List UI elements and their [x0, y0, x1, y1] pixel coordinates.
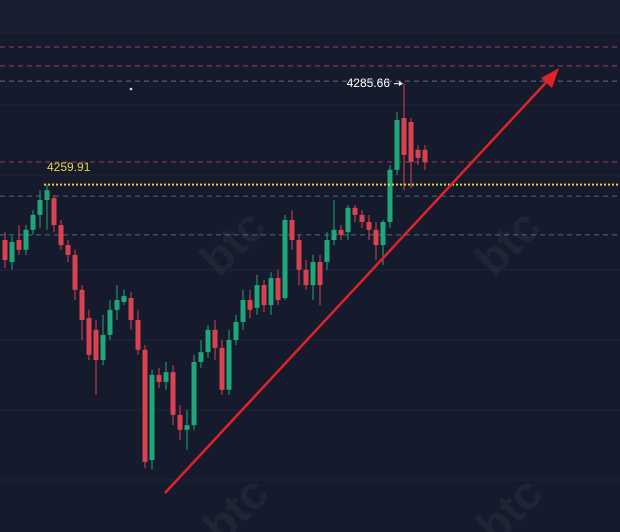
candle-body [44, 190, 50, 200]
candle-body [198, 352, 204, 362]
trend-arrow [164, 68, 559, 494]
candle-body [219, 347, 225, 390]
candle-body [289, 220, 295, 240]
arrow-head [541, 68, 559, 88]
candle-body [16, 240, 22, 250]
candle-body [93, 329, 99, 360]
candle-body [394, 120, 400, 170]
candle-body [100, 334, 106, 360]
candle-body [359, 214, 365, 222]
candle-body [387, 169, 393, 222]
candle-body [282, 220, 288, 299]
candle-body [142, 349, 148, 462]
candle-body [352, 207, 358, 215]
candle-body [177, 414, 183, 430]
candle-body [170, 372, 176, 415]
candle-body [149, 374, 155, 460]
candle-body [247, 300, 253, 310]
candle-body [65, 245, 71, 255]
candle-body [415, 149, 421, 159]
candle-body [380, 221, 386, 246]
candle-body [240, 300, 246, 322]
candle-body [30, 214, 36, 230]
candle-body [51, 198, 57, 226]
trend-line [164, 75, 553, 494]
candle-body [205, 329, 211, 353]
candle-body [268, 278, 274, 306]
candle-body [338, 229, 344, 235]
candle-body [163, 372, 169, 382]
candle-body [212, 329, 218, 348]
candle-body [191, 361, 197, 426]
candle-body [2, 240, 8, 260]
candle-body [156, 374, 162, 382]
price-label: 4259.91 [47, 160, 91, 174]
candle-body [373, 229, 379, 246]
candle-body [345, 207, 351, 233]
candle-body [9, 241, 15, 262]
candle-body [422, 149, 428, 162]
candle-body [86, 318, 92, 355]
candle-body [310, 261, 316, 286]
candle-body [23, 229, 29, 250]
candle-body [184, 425, 190, 430]
candle-body [128, 298, 134, 320]
candle-body [107, 309, 113, 335]
candle-body [296, 240, 302, 270]
candle-body [401, 118, 407, 155]
candle-body [317, 261, 323, 286]
top-band [0, 0, 620, 33]
pointer-head [399, 81, 403, 87]
candle-body [261, 285, 267, 306]
candle-body [135, 320, 141, 350]
candle-body [303, 269, 309, 286]
candle-body [58, 225, 64, 246]
candle-body [72, 254, 78, 290]
candle-body [121, 296, 127, 302]
candle-body [254, 285, 260, 308]
high-label: 4285.66 [347, 76, 391, 90]
candle-body [114, 300, 120, 310]
marks: 4259.91 4285.66 [0, 46, 620, 470]
candle-body [79, 289, 85, 320]
dot [129, 87, 133, 91]
candle-body [226, 340, 232, 390]
candle-body [233, 321, 239, 340]
candle-body [324, 240, 330, 262]
candle-body [366, 221, 372, 230]
candle-body [331, 229, 337, 240]
candle-body [408, 121, 414, 162]
candle-body [37, 200, 43, 215]
candle-body [275, 278, 281, 300]
